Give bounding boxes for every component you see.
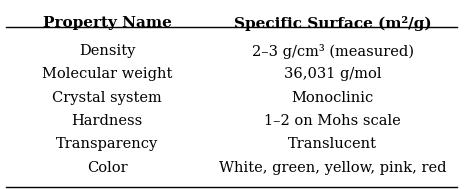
Text: Density: Density bbox=[79, 44, 136, 58]
Text: Specific Surface (m²/g): Specific Surface (m²/g) bbox=[234, 16, 432, 31]
Text: 1–2 on Mohs scale: 1–2 on Mohs scale bbox=[264, 114, 401, 128]
Text: Color: Color bbox=[87, 161, 128, 175]
Text: Transparency: Transparency bbox=[56, 137, 158, 151]
Text: 2–3 g/cm³ (measured): 2–3 g/cm³ (measured) bbox=[252, 44, 414, 59]
Text: Property Name: Property Name bbox=[43, 16, 172, 30]
Text: White, green, yellow, pink, red: White, green, yellow, pink, red bbox=[219, 161, 447, 175]
Text: 36,031 g/mol: 36,031 g/mol bbox=[284, 67, 382, 81]
Text: Translucent: Translucent bbox=[288, 137, 377, 151]
Text: Molecular weight: Molecular weight bbox=[42, 67, 173, 81]
Text: Monoclinic: Monoclinic bbox=[292, 91, 374, 105]
Text: Crystal system: Crystal system bbox=[53, 91, 162, 105]
Text: Hardness: Hardness bbox=[72, 114, 143, 128]
